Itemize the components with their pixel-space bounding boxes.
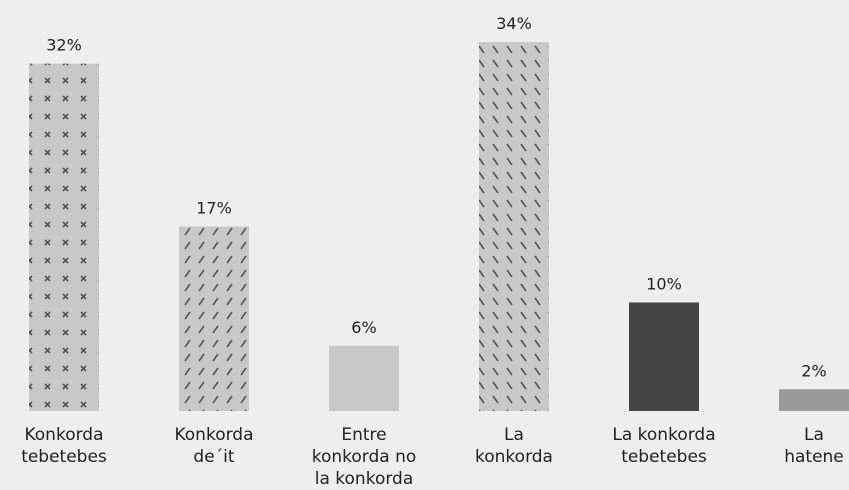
bar-pattern xyxy=(479,42,549,411)
bar-pattern xyxy=(179,226,249,411)
x-tick-label: La konkorda tebetebes xyxy=(612,425,716,467)
bar xyxy=(779,389,849,411)
x-tick-label: Konkorda tebetebes xyxy=(21,425,107,467)
bar xyxy=(329,345,399,411)
value-label: 17% xyxy=(196,199,232,218)
x-tick-label: La konkorda xyxy=(475,425,553,467)
value-label: 6% xyxy=(351,318,376,337)
x-tick-label: Entre konkorda no la konkorda xyxy=(311,425,417,489)
value-label: 34% xyxy=(496,14,532,33)
x-tick-label: La hatene xyxy=(784,425,844,467)
bar xyxy=(629,302,699,411)
x-tick-label: Konkorda de´it xyxy=(174,425,254,467)
bar-pattern xyxy=(29,63,99,412)
value-label: 32% xyxy=(46,36,82,55)
value-label: 10% xyxy=(646,274,682,293)
value-label: 2% xyxy=(801,361,826,380)
